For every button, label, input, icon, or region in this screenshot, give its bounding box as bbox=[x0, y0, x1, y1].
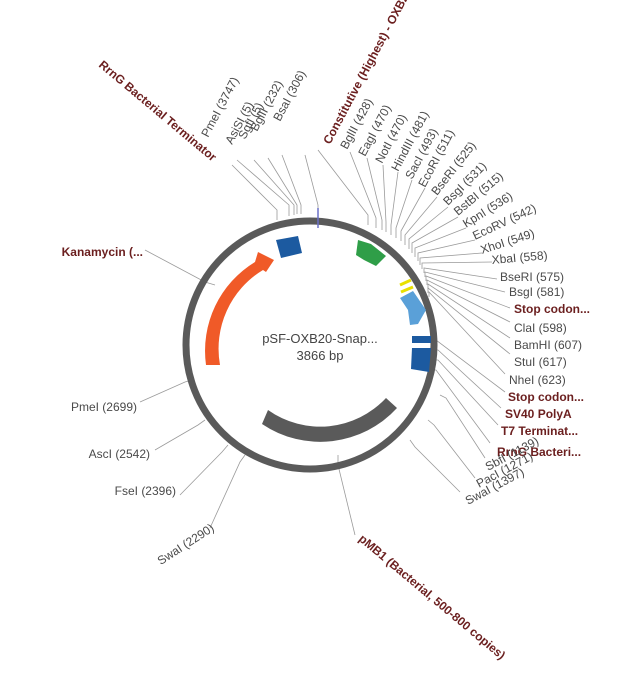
leader-asci bbox=[154, 419, 206, 451]
leader-ecori bbox=[400, 187, 426, 241]
leader-bsai bbox=[304, 154, 319, 213]
leader-stop-2 bbox=[430, 339, 506, 393]
coding-feature-light-blue bbox=[400, 291, 426, 325]
leader-saci bbox=[395, 179, 413, 238]
leader-xbai bbox=[421, 261, 493, 269]
leader-asisi bbox=[253, 159, 295, 215]
leader-swai-2290 bbox=[209, 454, 246, 529]
label-stui: StuI (617) bbox=[514, 355, 567, 369]
stop-codon-marker-1 bbox=[399, 278, 412, 287]
leader-bamhi bbox=[427, 283, 511, 339]
label-sv40: SV40 PolyA bbox=[505, 407, 572, 421]
leader-lines bbox=[139, 149, 511, 536]
label-asci: AscI (2542) bbox=[89, 447, 150, 461]
leader-swai-1397 bbox=[409, 439, 461, 493]
label-xbai: XbaI (558) bbox=[491, 248, 548, 267]
leader-stop-1 bbox=[425, 275, 511, 309]
terminator-block-right-1 bbox=[412, 336, 431, 343]
leader-sgfi bbox=[267, 157, 298, 214]
leader-bglii-428 bbox=[349, 151, 377, 228]
leader-sbfi bbox=[439, 394, 486, 459]
label-nhei: NheI (623) bbox=[509, 373, 566, 387]
leader-ecorv bbox=[417, 239, 476, 261]
stop-codon-marker-2 bbox=[400, 285, 414, 294]
leader-rrng-1 bbox=[231, 164, 278, 220]
label-bamhi: BamHI (607) bbox=[514, 338, 582, 352]
leader-bseri-525 bbox=[404, 196, 438, 245]
label-rrng-1: RrnG Bacterial Terminator bbox=[96, 58, 220, 165]
leader-bstbi bbox=[411, 216, 459, 253]
leader-nhei bbox=[428, 290, 506, 375]
leader-oxb20 bbox=[317, 149, 369, 225]
plasmid-name: pSF-OXB20-Snap... bbox=[262, 331, 378, 346]
leader-pmei-2699 bbox=[139, 379, 193, 403]
oxb20-promoter bbox=[356, 240, 386, 266]
leader-pmei-3747 bbox=[236, 159, 290, 216]
label-pmei-2699: PmeI (2699) bbox=[71, 400, 137, 414]
label-stop-2: Stop codon... bbox=[508, 390, 584, 404]
leader-bseri-575 bbox=[423, 267, 498, 280]
label-bsgi-581: BsgI (581) bbox=[509, 285, 564, 299]
label-pmb1: pMB1 (Bacterial, 500-800 copies) bbox=[356, 532, 508, 663]
rrng-terminator-block-top bbox=[276, 236, 302, 258]
pmb1-origin-feature bbox=[262, 398, 397, 442]
label-rrng-2: RrnG Bacteri... bbox=[497, 445, 581, 459]
plasmid-size: 3866 bp bbox=[297, 348, 344, 363]
leader-bglii-232 bbox=[281, 154, 302, 214]
leader-bsgi-581 bbox=[424, 271, 506, 293]
leader-noti bbox=[382, 164, 387, 232]
leader-t7 bbox=[432, 359, 499, 426]
label-swai-2290: SwaI (2290) bbox=[155, 521, 217, 568]
plasmid-backbone bbox=[182, 217, 438, 473]
leader-hindiii bbox=[390, 171, 399, 235]
kanamycin-feature bbox=[205, 252, 274, 365]
leader-eagi bbox=[366, 157, 383, 230]
leader-stui bbox=[427, 287, 511, 355]
label-t7: T7 Terminat... bbox=[501, 424, 578, 438]
leader-kpni bbox=[414, 227, 467, 257]
leader-bsgi-531 bbox=[408, 206, 449, 249]
label-bseri-575: BseRI (575) bbox=[500, 270, 564, 284]
label-stop-1: Stop codon... bbox=[514, 302, 590, 316]
leader-clai bbox=[426, 279, 511, 323]
leader-xhoi bbox=[419, 252, 483, 265]
leader-fsei bbox=[179, 444, 229, 496]
leader-paci bbox=[427, 419, 476, 479]
label-clai: ClaI (598) bbox=[514, 321, 567, 335]
label-kan: Kanamycin (... bbox=[62, 245, 143, 259]
label-fsei: FseI (2396) bbox=[115, 484, 176, 498]
terminator-block-right-2 bbox=[411, 348, 431, 372]
